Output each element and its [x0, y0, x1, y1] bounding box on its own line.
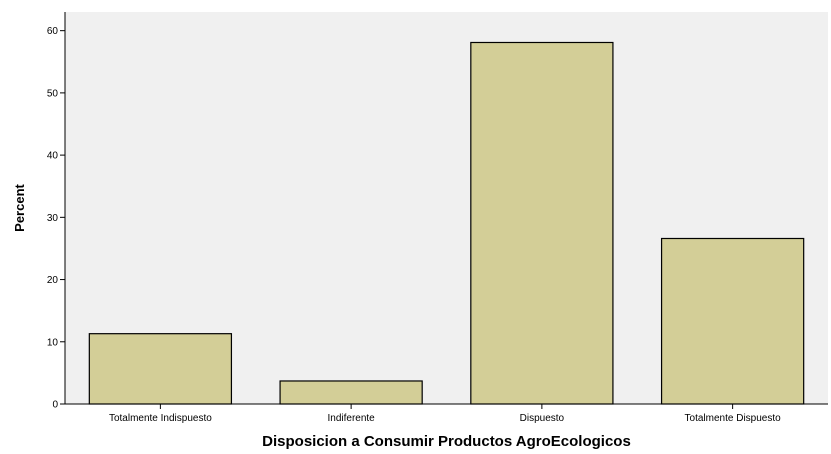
- y-tick-label: 20: [47, 275, 59, 286]
- y-tick-label: 50: [47, 88, 59, 99]
- x-axis-title: Disposicion a Consumir Productos AgroEco…: [262, 433, 631, 450]
- y-tick-label: 10: [47, 337, 59, 348]
- bar-totalmente-dispuesto: [660, 237, 805, 405]
- bar-indiferente: [279, 380, 423, 405]
- y-tick-label: 30: [47, 213, 59, 224]
- x-axis-ticks: Totalmente Indispuesto Indiferente Dispues…: [109, 404, 781, 424]
- y-tick-label: 60: [47, 26, 59, 37]
- bar-totalmente-indispuesto: [88, 333, 233, 405]
- y-tick-label: 0: [52, 400, 58, 411]
- x-tick-label: Totalmente Indispuesto: [109, 413, 212, 424]
- x-tick-label: Indiferente: [327, 413, 375, 424]
- y-tick-label: 40: [47, 151, 59, 162]
- bars: [88, 41, 805, 405]
- x-tick-label: Totalmente Dispuesto: [685, 413, 782, 424]
- y-axis-title: Percent: [12, 183, 27, 231]
- y-axis-ticks: 0 10 20 30 40 50 60: [47, 26, 65, 411]
- x-tick-label: Dispuesto: [520, 413, 565, 424]
- bar-dispuesto: [470, 41, 614, 405]
